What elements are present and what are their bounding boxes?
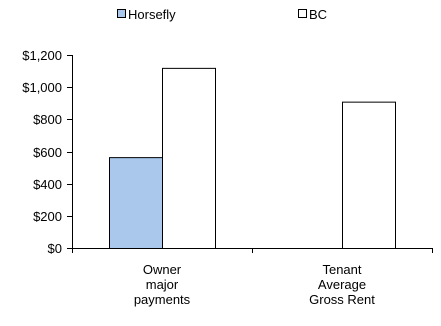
legend-label-horsefly: Horsefly: [128, 7, 176, 22]
legend-swatch-horsefly: [117, 9, 126, 18]
bars: [109, 67, 396, 250]
bar-bc: [162, 67, 216, 249]
x-axis: Owner major payments Tenant Average Gross Ren…: [72, 248, 433, 307]
x-tick-label: Tenant Average Gross Rent: [309, 262, 375, 307]
bar-bc: [342, 101, 396, 250]
legend-swatch-bc: [298, 9, 307, 18]
y-tick-label: $800: [33, 112, 62, 127]
y-tick-label: $600: [33, 145, 62, 160]
legend: Horsefly BC: [117, 7, 327, 22]
legend-label-bc: BC: [309, 7, 327, 22]
y-tick-label: $1,200: [22, 48, 62, 63]
x-tick-label: Owner major payments: [134, 262, 191, 307]
y-tick-label: $1,000: [22, 80, 62, 95]
y-axis: $0 $200 $400 $600 $800 $1,000 $1,200: [22, 48, 73, 256]
bar-horsefly: [109, 157, 163, 249]
y-tick-label: $400: [33, 177, 62, 192]
y-tick-label: $0: [48, 241, 62, 256]
y-tick-label: $200: [33, 209, 62, 224]
